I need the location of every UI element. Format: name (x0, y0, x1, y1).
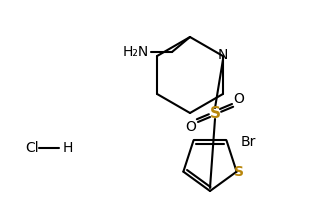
Text: O: O (186, 120, 197, 134)
Text: Cl: Cl (25, 141, 39, 155)
Text: Br: Br (241, 135, 256, 149)
Text: S: S (210, 106, 220, 121)
Text: S: S (234, 165, 244, 179)
Text: N: N (218, 48, 228, 62)
Text: O: O (233, 92, 245, 106)
Text: H: H (63, 141, 73, 155)
Text: H₂N: H₂N (123, 45, 149, 59)
